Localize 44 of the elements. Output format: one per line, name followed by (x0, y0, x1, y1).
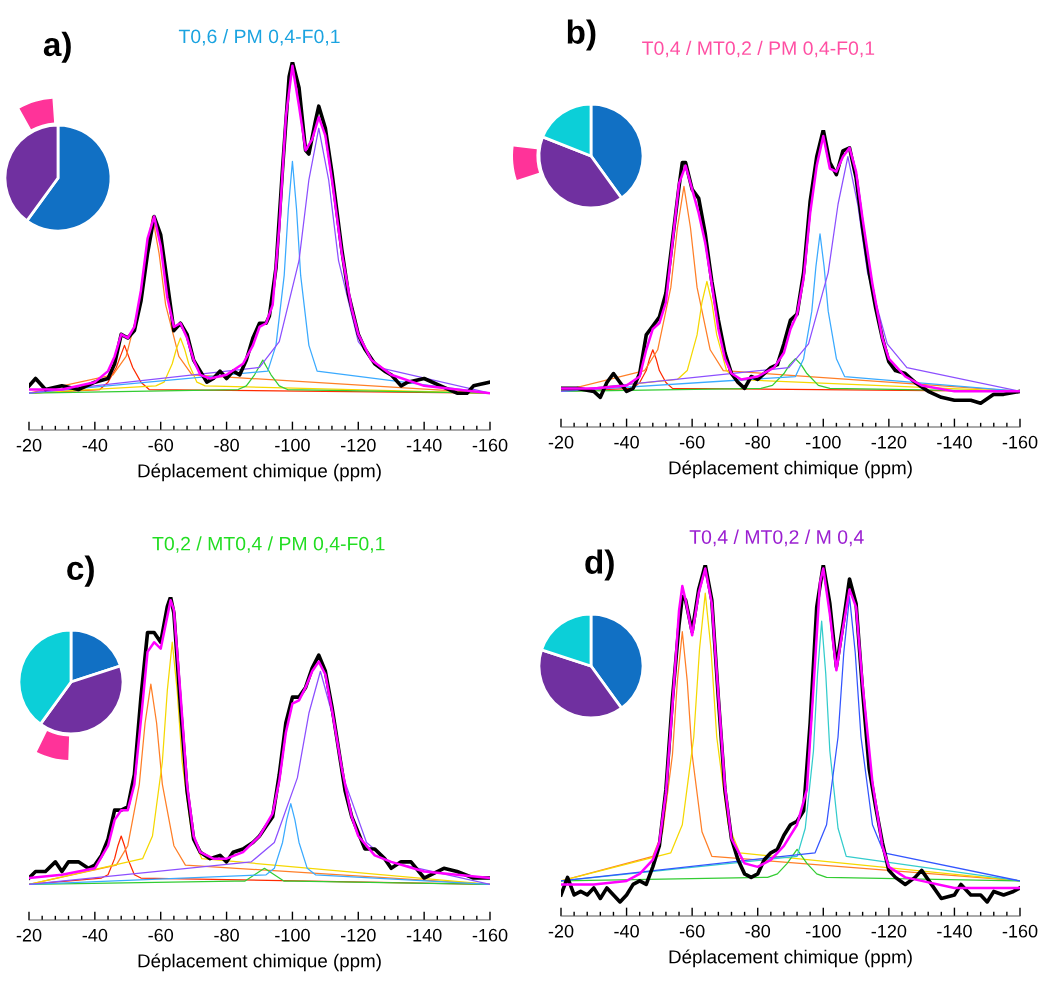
x-axis-title: Déplacement chimique (ppm) (669, 949, 912, 968)
x-tick-label: -20 (548, 924, 574, 938)
x-tick-label: -120 (871, 435, 907, 449)
x-tick-label: -140 (406, 928, 442, 942)
chart-title: T0,2 / MT0,4 / PM 0,4-F0,1 (152, 536, 385, 553)
x-tick-label: -120 (341, 928, 376, 942)
chart-title: T0,4 / MT0,2 / M 0,4 (689, 529, 864, 547)
x-tick-label: -100 (806, 435, 841, 449)
x-tick-label: -120 (871, 924, 907, 938)
x-tick-label: -140 (937, 435, 972, 449)
annotation: a) (43, 31, 71, 63)
x-tick-label: -100 (275, 928, 310, 942)
x-axis-title: Déplacement chimique (ppm) (138, 463, 381, 482)
x-tick-label: -160 (472, 928, 508, 942)
x-tick-label: -80 (745, 924, 771, 938)
x-tick-label: -60 (679, 435, 705, 449)
chart-title: T0,4 / MT0,2 / PM 0,4-F0,1 (642, 40, 875, 58)
x-tick-label: -80 (745, 435, 771, 449)
x-tick-label: -60 (148, 438, 174, 452)
x-tick-label: -80 (214, 438, 239, 452)
x-tick-label: -120 (341, 438, 376, 452)
x-tick-label: -40 (614, 924, 639, 938)
x-tick-label: -40 (82, 438, 108, 452)
x-tick-label: -40 (82, 928, 108, 942)
text: c) (67, 555, 94, 587)
x-tick-label: -140 (406, 438, 442, 452)
x-axis-title: Déplacement chimique (ppm) (669, 460, 912, 479)
text: b) (567, 19, 596, 51)
x-tick-label: -20 (16, 438, 42, 452)
x-tick-label: -160 (472, 438, 508, 452)
x-tick-label: -140 (937, 924, 972, 938)
x-tick-label: -100 (275, 438, 310, 452)
x-tick-label: -160 (1002, 924, 1038, 938)
x-tick-label: -60 (679, 924, 705, 938)
annotation: d) (585, 549, 614, 581)
x-tick-label: -160 (1002, 435, 1038, 449)
x-axis-title: Déplacement chimique (ppm) (138, 953, 381, 972)
chart-title: T0,6 / PM 0,4-F0,1 (178, 29, 340, 46)
x-tick-label: -20 (548, 435, 574, 449)
x-tick-label: -20 (16, 928, 42, 942)
x-tick-label: -60 (148, 928, 174, 942)
x-tick-label: -40 (614, 435, 639, 449)
x-tick-label: -100 (806, 924, 841, 938)
x-tick-label: -80 (214, 928, 239, 942)
